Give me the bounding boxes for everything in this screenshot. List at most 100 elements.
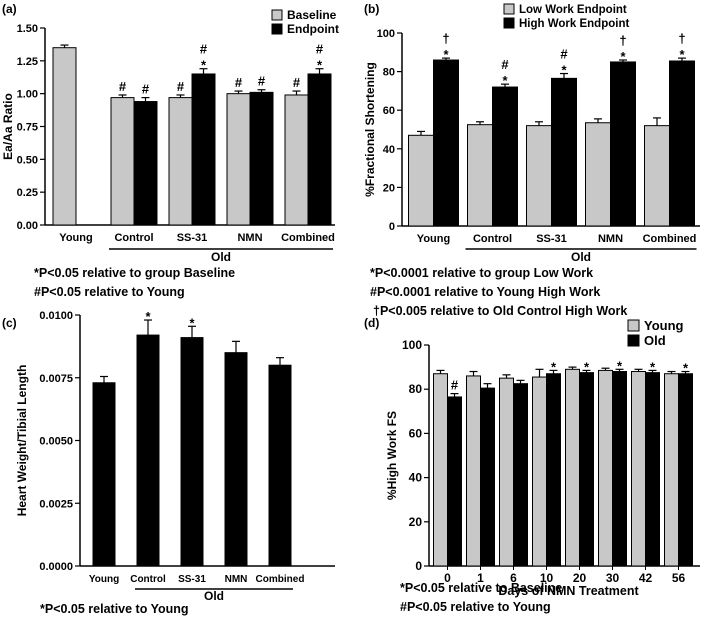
- x-tick-label: 20: [573, 571, 587, 585]
- x-tick-label: SS-31: [536, 233, 567, 245]
- significance-mark: †: [619, 33, 626, 48]
- x-tick-label: 6: [510, 571, 517, 585]
- x-tick-label: Young: [59, 232, 92, 244]
- significance-mark: *: [189, 315, 195, 330]
- significance-mark: #: [200, 42, 208, 57]
- significance-mark: #: [501, 57, 509, 72]
- footnote: #P<0.0001 relative to Young High Work: [370, 285, 601, 299]
- x-tick-label: Combined: [643, 233, 697, 245]
- significance-mark: *: [561, 63, 567, 78]
- x-tick-label: 0: [444, 571, 451, 585]
- significance-mark: #: [119, 79, 127, 94]
- y-tick-label: 80: [409, 382, 423, 396]
- x-tick-label: 1: [477, 571, 484, 585]
- y-tick-label: 100: [402, 338, 422, 352]
- legend-label: High Work Endpoint: [519, 18, 629, 30]
- panel-label: (c): [2, 316, 17, 330]
- y-tick-label: 0.0100: [39, 310, 73, 322]
- x-tick-label: Combined: [281, 232, 335, 244]
- significance-mark: #: [258, 74, 266, 89]
- bar: [598, 369, 613, 567]
- x-tick-label: 10: [540, 571, 554, 585]
- y-tick-label: 20: [409, 515, 423, 529]
- legend-label: Old: [644, 333, 666, 348]
- y-tick-label: 0.75: [17, 122, 38, 134]
- x-tick-label: Young: [89, 574, 119, 585]
- significance-mark: *: [145, 309, 151, 324]
- group-label: Old: [571, 250, 591, 264]
- legend-swatch: [271, 23, 283, 35]
- y-tick-label: 60: [409, 426, 423, 440]
- y-tick-label: 1.50: [17, 23, 38, 35]
- y-tick-label: 0.0025: [39, 498, 73, 510]
- significance-mark: *: [317, 58, 323, 73]
- group-label: Old: [211, 250, 231, 264]
- y-axis-label: Ea/Aa Ratio: [1, 93, 15, 160]
- x-tick-label: Combined: [256, 574, 305, 585]
- significance-mark: †: [442, 31, 449, 46]
- significance-mark: *: [201, 58, 207, 73]
- y-axis-label: %Fractional Shortening: [363, 62, 377, 197]
- significance-mark: #: [235, 75, 243, 90]
- footnotes-a: *P<0.05 relative to group Baseline #P<0.…: [34, 264, 235, 302]
- y-tick-label: 0.50: [17, 154, 38, 166]
- bar: [546, 373, 561, 567]
- significance-mark: *: [443, 47, 449, 62]
- significance-mark: *: [584, 359, 590, 374]
- bar: [492, 86, 518, 227]
- y-tick-label: 0.0000: [39, 561, 73, 573]
- bar: [664, 373, 679, 567]
- significance-mark: *: [620, 49, 626, 64]
- y-tick-label: 40: [383, 144, 395, 156]
- bar: [480, 387, 495, 567]
- significance-mark: #: [293, 75, 301, 90]
- x-tick-label: 42: [639, 571, 653, 585]
- legend-label: Endpoint: [287, 22, 339, 36]
- footnote: †P<0.005 relative to Old Control High Wo…: [373, 304, 628, 318]
- y-axis-label: Heart Weight/Tibial Length: [15, 365, 29, 517]
- bar: [499, 377, 514, 567]
- x-tick-label: 56: [672, 571, 686, 585]
- legend-swatch: [503, 3, 515, 15]
- y-tick-label: 1.00: [17, 89, 38, 101]
- y-tick-label: 80: [383, 67, 395, 79]
- y-tick-label: 0.0050: [39, 436, 73, 448]
- y-tick-label: 0.0075: [39, 373, 73, 385]
- x-tick-label: NMN: [237, 232, 262, 244]
- significance-mark: #: [316, 42, 324, 57]
- bar: [526, 125, 552, 227]
- significance-mark: *: [617, 358, 623, 373]
- footnote: #P<0.05 relative to Young: [34, 285, 185, 299]
- bar: [513, 383, 528, 567]
- bar: [612, 371, 627, 567]
- y-axis-label: %High Work FS: [385, 411, 399, 500]
- legend-swatch: [627, 319, 640, 332]
- x-tick-label: 30: [606, 571, 620, 585]
- bar: [433, 373, 448, 567]
- significance-mark: #: [451, 378, 459, 393]
- legend-label: Low Work Endpoint: [519, 4, 627, 16]
- y-tick-label: 20: [383, 182, 395, 194]
- y-tick-label: 100: [377, 28, 395, 40]
- significance-mark: *: [683, 361, 689, 376]
- footnote: #P<0.05 relative to Young: [400, 600, 551, 614]
- bar: [645, 372, 660, 567]
- bar: [447, 396, 462, 567]
- footnotes-c: *P<0.05 relative to Young: [40, 600, 189, 619]
- significance-mark: #: [177, 79, 185, 94]
- x-tick-label: SS-31: [178, 574, 206, 585]
- bar: [467, 124, 493, 227]
- y-tick-label: 60: [383, 105, 395, 117]
- x-tick-label: Young: [417, 233, 450, 245]
- y-tick-label: 0: [389, 221, 395, 233]
- bar: [644, 125, 670, 227]
- legend-label: Baseline: [287, 8, 337, 22]
- x-tick-label: Control: [473, 233, 512, 245]
- bar: [565, 368, 580, 567]
- footnotes-b: *P<0.0001 relative to group Low Work #P<…: [370, 264, 627, 321]
- footnote: *P<0.05 relative to group Baseline: [34, 266, 236, 280]
- x-tick-label: NMN: [598, 233, 623, 245]
